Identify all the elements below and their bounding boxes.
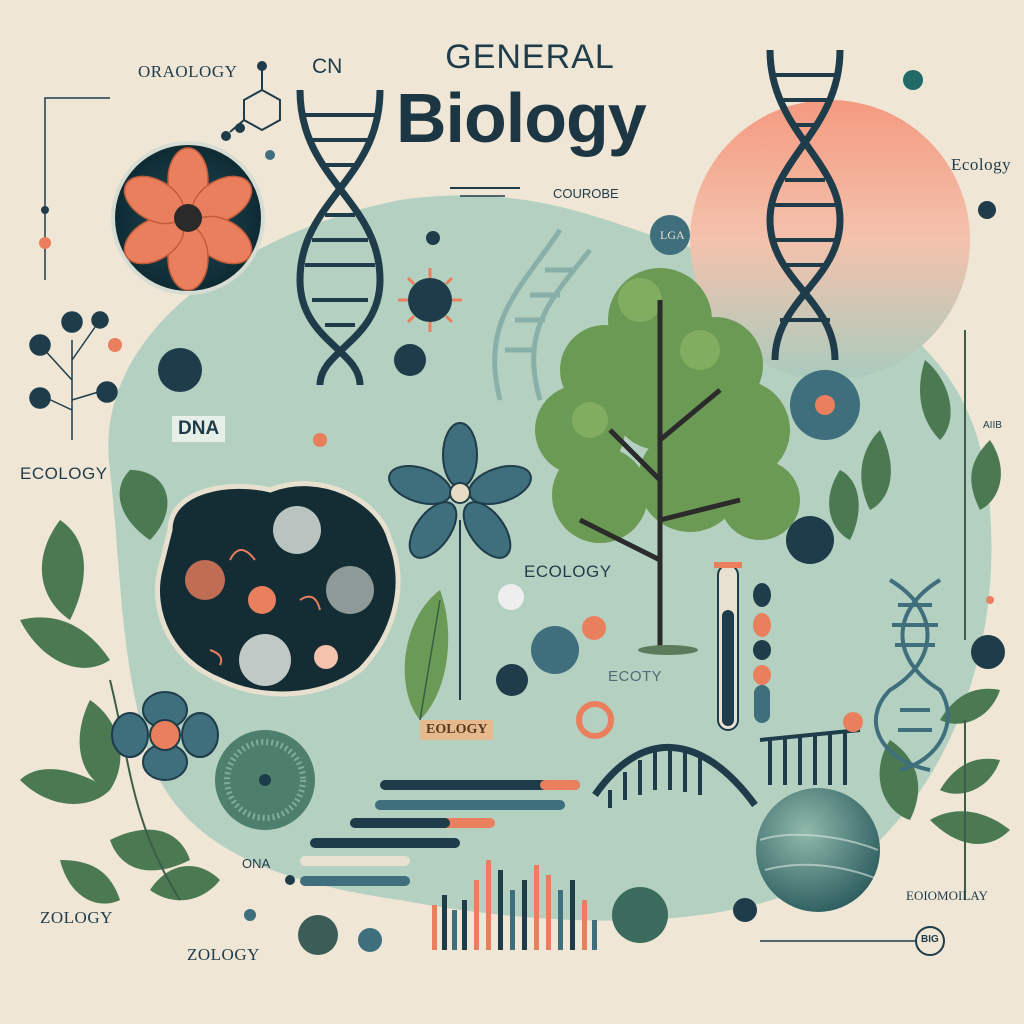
label-zology-left: ZOLOGY: [40, 908, 113, 927]
subtitle: COUROBE: [553, 186, 619, 201]
dots-decor: [39, 70, 1005, 955]
tree-icon: [535, 268, 800, 655]
test-tube-icon: [714, 562, 771, 731]
label-cn: CN: [312, 55, 343, 78]
label-zology-bottom: ZOLOGY: [187, 945, 260, 964]
ecology-badge: EOLOGY: [420, 720, 494, 740]
dna-helix-icon: [296, 89, 384, 386]
label-bottom-right: EOIOMOILAY: [906, 888, 988, 903]
microbes-cell-icon: [155, 481, 401, 697]
dna-helix-right-icon: [766, 49, 844, 361]
flower-cell-icon: [111, 141, 265, 295]
dna-badge: DNA: [172, 416, 226, 442]
bio-badge: BIG: [921, 934, 939, 945]
leaves-right-icon: [829, 360, 1010, 844]
leaves-left-icon: [20, 470, 220, 904]
title-general: GENERAL: [445, 38, 615, 76]
label-ecoty: ECOTY: [608, 668, 663, 685]
label-ecology-center: ECOLOGY: [524, 562, 612, 581]
label-ona: ONA: [242, 856, 271, 871]
virus-icon: [398, 268, 462, 332]
title-biology: Biology: [396, 79, 647, 157]
spore-icon: [215, 730, 315, 830]
bars-icon: [300, 780, 580, 886]
small-flower-icon: [111, 691, 219, 781]
comb-icon: [592, 728, 861, 808]
histogram-icon: [432, 860, 597, 950]
blue-flower-icon: [388, 422, 532, 700]
label-ecology-left: ECOLOGY: [20, 464, 108, 483]
lga-badge: LGA: [660, 228, 685, 242]
label-tiny-right: AIIB: [983, 420, 1002, 431]
berry-branch-icon: [29, 311, 118, 440]
label-oraology: ORAOLOGY: [138, 62, 238, 81]
globe-icon: [756, 788, 880, 912]
label-ecology-right: Ecology: [951, 155, 1012, 174]
